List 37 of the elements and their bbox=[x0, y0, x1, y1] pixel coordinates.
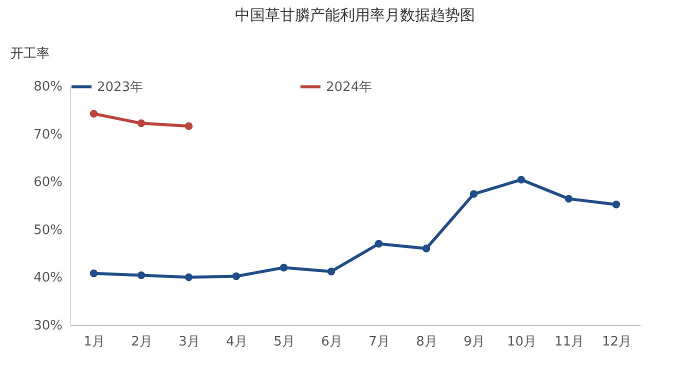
x-tick-label: 12月 bbox=[602, 334, 632, 350]
y-tick-label: 80% bbox=[34, 80, 62, 94]
point bbox=[517, 176, 526, 184]
point bbox=[564, 194, 573, 203]
legend-label: 2023年 bbox=[97, 80, 144, 95]
x-tick-label: 7月 bbox=[368, 334, 390, 350]
point bbox=[470, 190, 478, 198]
point bbox=[612, 200, 620, 208]
y-tick-label: 30% bbox=[34, 318, 62, 334]
x-tick-label: 6月 bbox=[321, 334, 342, 350]
point bbox=[137, 119, 146, 128]
x-tick-label: 2月 bbox=[131, 334, 152, 350]
point bbox=[90, 110, 98, 118]
point bbox=[280, 264, 288, 272]
x-tick-label: 11月 bbox=[554, 334, 584, 350]
legend-label: 2024年 bbox=[326, 80, 372, 95]
x-tick-label: 4月 bbox=[226, 334, 248, 350]
point bbox=[184, 273, 193, 282]
point bbox=[422, 244, 430, 252]
y-tick-label: 70% bbox=[34, 127, 62, 142]
x-tick-label: 1月 bbox=[84, 334, 105, 350]
x-tick-label: 9月 bbox=[464, 334, 485, 350]
x-tick-label: 5月 bbox=[274, 334, 295, 350]
point bbox=[232, 272, 240, 280]
point bbox=[184, 122, 193, 130]
y-tick-label: 40% bbox=[34, 270, 62, 286]
point bbox=[374, 240, 383, 248]
point bbox=[137, 271, 146, 280]
y-tick-label: 60% bbox=[34, 175, 62, 190]
chart-title: 中国草甘膦产能利用率月数据趋势图 bbox=[235, 6, 475, 24]
x-tick-label: 3月 bbox=[178, 334, 200, 350]
x-tick-label: 10月 bbox=[506, 334, 537, 350]
y-axis-title: 开工率 bbox=[10, 46, 50, 62]
x-tick-label: 8月 bbox=[416, 334, 438, 350]
y-tick-label: 50% bbox=[34, 222, 62, 238]
point bbox=[327, 268, 336, 276]
point bbox=[90, 270, 98, 278]
